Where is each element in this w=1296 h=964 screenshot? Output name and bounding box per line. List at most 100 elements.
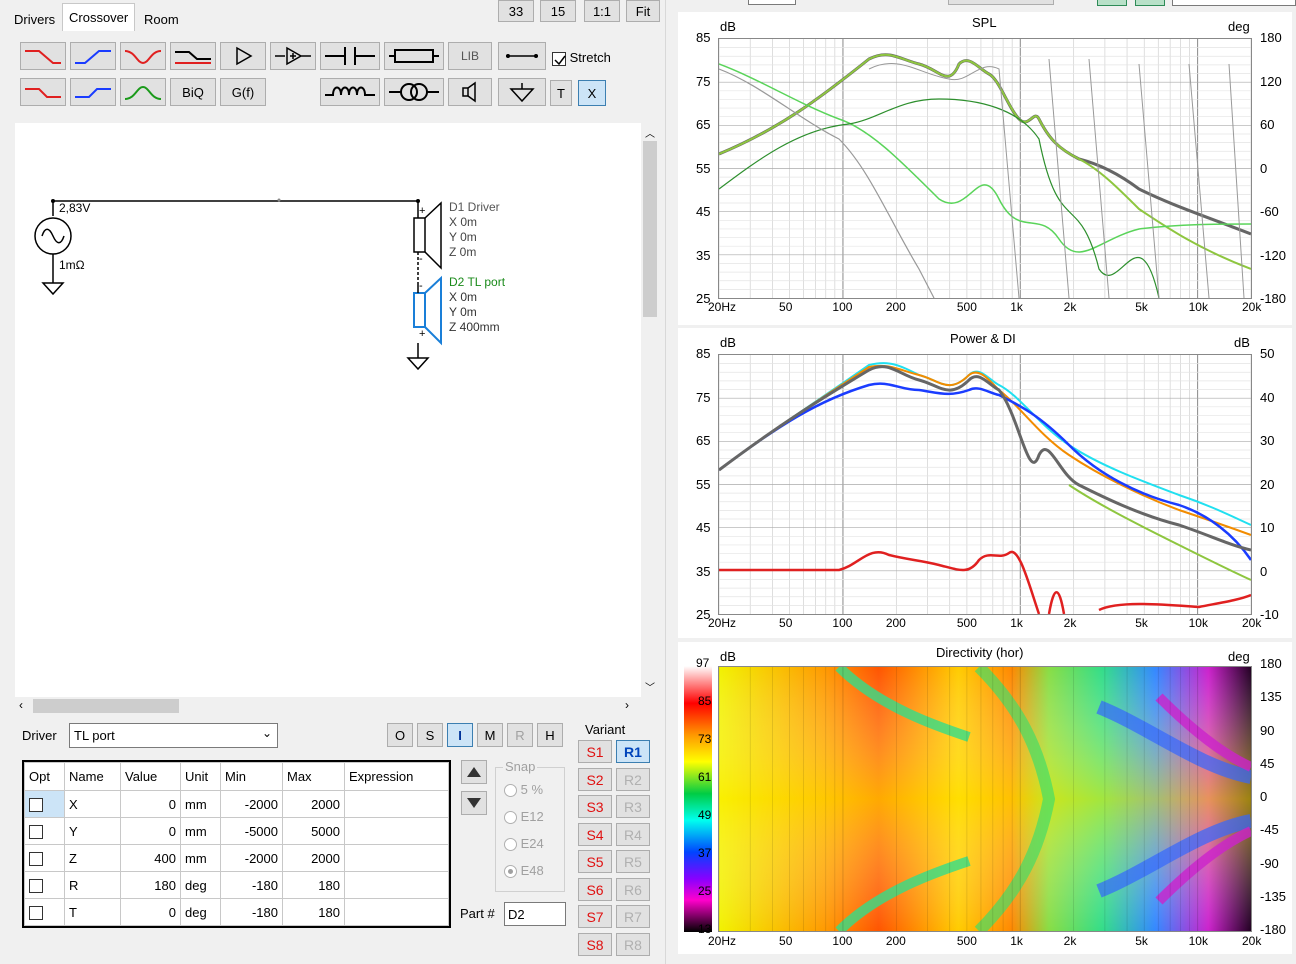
min-cell[interactable]: -2000 bbox=[220, 844, 283, 872]
opt-checkbox[interactable] bbox=[29, 824, 43, 839]
mode-m-button[interactable]: M bbox=[477, 723, 503, 747]
variant-r8[interactable]: R8 bbox=[616, 933, 650, 956]
scroll-thumb-h[interactable] bbox=[33, 699, 179, 713]
tab-drivers[interactable]: Drivers bbox=[8, 6, 61, 30]
zoom-15-button[interactable]: 15 bbox=[540, 0, 576, 22]
snap-option-e48[interactable]: E48 bbox=[504, 863, 544, 879]
table-row[interactable]: X 0 mm -2000 2000 bbox=[24, 790, 449, 818]
variant-s4[interactable]: S4 bbox=[578, 823, 612, 846]
snap-option-e12[interactable]: E12 bbox=[504, 809, 544, 825]
inductor-icon[interactable] bbox=[320, 78, 380, 106]
lowpass-icon[interactable] bbox=[20, 42, 66, 70]
opt-checkbox[interactable] bbox=[29, 851, 43, 866]
variant-r5[interactable]: R5 bbox=[616, 850, 650, 873]
min-cell[interactable]: -180 bbox=[220, 898, 283, 926]
schematic-canvas[interactable]: 2,83V 1mΩ + - - + D1 Driver X 0m Y 0m Z … bbox=[15, 123, 641, 697]
buffer-icon[interactable] bbox=[220, 42, 266, 70]
zoom-fit-button[interactable]: Fit bbox=[626, 0, 660, 22]
scroll-thumb[interactable] bbox=[643, 141, 657, 317]
d1-label[interactable]: D1 Driver X 0m Y 0m Z 0m bbox=[449, 200, 500, 259]
mode-o-button[interactable]: O bbox=[387, 723, 413, 747]
bandpass-icon[interactable] bbox=[120, 78, 166, 106]
opt-checkbox[interactable] bbox=[29, 905, 43, 920]
wire-icon[interactable] bbox=[498, 42, 546, 70]
value-cell[interactable]: 0 bbox=[120, 790, 181, 818]
variant-s6[interactable]: S6 bbox=[578, 878, 612, 901]
snap-option-5[interactable]: 5 % bbox=[504, 782, 543, 798]
variant-r3[interactable]: R3 bbox=[616, 795, 650, 818]
capacitor-icon[interactable] bbox=[320, 42, 380, 70]
resistor-icon[interactable] bbox=[384, 42, 444, 70]
zoom-33-button[interactable]: 33 bbox=[498, 0, 534, 22]
vertical-scrollbar[interactable]: ︿ ﹀ bbox=[641, 123, 659, 697]
scroll-down-icon[interactable]: ﹀ bbox=[645, 683, 655, 694]
d2-label[interactable]: D2 TL port X 0m Y 0m Z 400mm bbox=[449, 275, 506, 334]
lowpass2-icon[interactable] bbox=[20, 78, 66, 106]
highpass2-icon[interactable] bbox=[70, 78, 116, 106]
value-cell[interactable]: 400 bbox=[120, 844, 181, 872]
variant-r1[interactable]: R1 bbox=[616, 740, 650, 763]
move-down-icon[interactable] bbox=[461, 791, 487, 815]
variant-r6[interactable]: R6 bbox=[616, 878, 650, 901]
ground-icon[interactable] bbox=[498, 78, 546, 106]
transformer-icon[interactable] bbox=[384, 78, 444, 106]
expression-cell[interactable] bbox=[344, 871, 449, 899]
variant-s7[interactable]: S7 bbox=[578, 905, 612, 928]
min-cell[interactable]: -180 bbox=[220, 871, 283, 899]
spl-plot[interactable] bbox=[718, 38, 1252, 299]
mode-r-button[interactable]: R bbox=[507, 723, 533, 747]
power-plot[interactable] bbox=[718, 354, 1253, 615]
value-cell[interactable]: 0 bbox=[120, 817, 181, 845]
notch-icon[interactable] bbox=[120, 42, 166, 70]
biquad-button[interactable]: BiQ bbox=[170, 78, 216, 106]
min-cell[interactable]: -5000 bbox=[220, 817, 283, 845]
variant-s5[interactable]: S5 bbox=[578, 850, 612, 873]
max-cell[interactable]: 5000 bbox=[282, 817, 345, 845]
variant-s1[interactable]: S1 bbox=[578, 740, 612, 763]
value-cell[interactable]: 0 bbox=[120, 898, 181, 926]
x-button[interactable]: X bbox=[578, 80, 606, 106]
max-cell[interactable]: 180 bbox=[282, 898, 345, 926]
expression-cell[interactable] bbox=[344, 844, 449, 872]
move-up-icon[interactable] bbox=[461, 760, 487, 784]
max-cell[interactable]: 2000 bbox=[282, 790, 345, 818]
opt-checkbox[interactable] bbox=[29, 878, 43, 893]
scroll-up-icon[interactable]: ︿ bbox=[645, 129, 655, 140]
gf-button[interactable]: G(f) bbox=[220, 78, 266, 106]
driver-select[interactable]: TL port ⌄ bbox=[69, 723, 278, 748]
scroll-left-icon[interactable]: ‹ bbox=[19, 698, 23, 712]
speaker-icon[interactable] bbox=[448, 78, 492, 106]
shelf-icon[interactable] bbox=[170, 42, 216, 70]
variant-r7[interactable]: R7 bbox=[616, 905, 650, 928]
snap-option-e24[interactable]: E24 bbox=[504, 836, 544, 852]
max-cell[interactable]: 2000 bbox=[282, 844, 345, 872]
stretch-checkbox[interactable]: Stretch bbox=[552, 50, 611, 66]
variant-r4[interactable]: R4 bbox=[616, 823, 650, 846]
variant-r2[interactable]: R2 bbox=[616, 768, 650, 791]
highpass-icon[interactable] bbox=[70, 42, 116, 70]
horizontal-scrollbar[interactable]: ‹ › bbox=[15, 697, 641, 715]
expression-cell[interactable] bbox=[344, 790, 449, 818]
expression-cell[interactable] bbox=[344, 817, 449, 845]
min-cell[interactable]: -2000 bbox=[220, 790, 283, 818]
opt-checkbox[interactable] bbox=[29, 797, 43, 812]
variant-s2[interactable]: S2 bbox=[578, 768, 612, 791]
opamp-icon[interactable] bbox=[270, 42, 316, 70]
value-cell[interactable]: 180 bbox=[120, 871, 181, 899]
mode-h-button[interactable]: H bbox=[537, 723, 563, 747]
mode-i-button[interactable]: I bbox=[447, 723, 473, 747]
library-button[interactable]: LIB bbox=[448, 42, 492, 70]
table-row[interactable]: R 180 deg -180 180 bbox=[24, 871, 449, 899]
directivity-plot[interactable] bbox=[718, 662, 1254, 936]
tab-room[interactable]: Room bbox=[138, 6, 185, 30]
mode-s-button[interactable]: S bbox=[417, 723, 443, 747]
table-row[interactable]: Z 400 mm -2000 2000 bbox=[24, 844, 449, 872]
table-row[interactable]: Y 0 mm -5000 5000 bbox=[24, 817, 449, 845]
max-cell[interactable]: 180 bbox=[282, 871, 345, 899]
zoom-1-1-button[interactable]: 1:1 bbox=[584, 0, 620, 22]
variant-s8[interactable]: S8 bbox=[578, 933, 612, 956]
part-input[interactable]: D2 bbox=[504, 902, 566, 926]
variant-s3[interactable]: S3 bbox=[578, 795, 612, 818]
table-row[interactable]: T 0 deg -180 180 bbox=[24, 898, 449, 926]
expression-cell[interactable] bbox=[344, 898, 449, 926]
